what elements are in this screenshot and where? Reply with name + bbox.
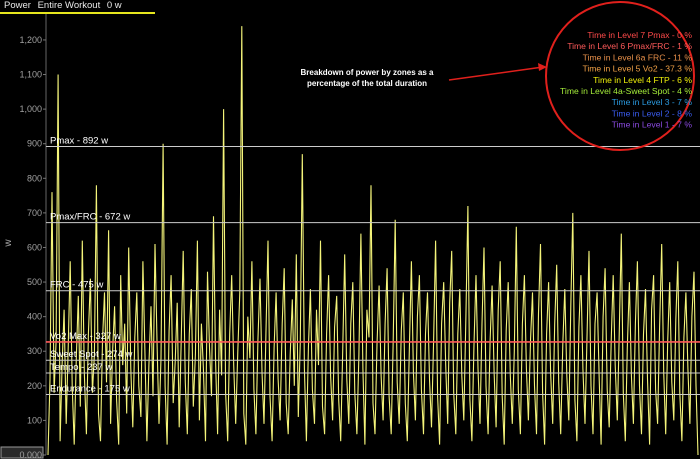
scope-label: Entire Workout — [37, 0, 101, 11]
callout-caption-line2: percentage of the total duration — [307, 79, 427, 88]
y-tick-label: 100 — [27, 415, 42, 425]
y-axis-label: w — [3, 239, 14, 248]
y-tick-label: 800 — [27, 173, 42, 183]
zone-label: Pmax/FRC - 672 w — [50, 212, 130, 223]
zone-label: Tempo - 237 w — [50, 362, 112, 373]
callout-arrow — [448, 66, 544, 81]
zone-percent-item: Time in Level 7 Pmax - 0 % — [587, 30, 692, 40]
callout-arrowhead — [538, 63, 547, 71]
y-tick-label: 200 — [27, 381, 42, 391]
y-tick-label: 600 — [27, 242, 42, 252]
zone-percent-item: Time in Level 5 Vo2 - 37.3 % — [582, 64, 692, 74]
y-tick-label: 400 — [27, 312, 42, 322]
power-series — [47, 26, 699, 456]
metric-label: Power — [4, 0, 31, 11]
zone-breakdown-callout: Breakdown of power by zones as a percenta… — [301, 1, 695, 151]
y-tick-label: 900 — [27, 139, 42, 149]
zone-label: Sweet Spot - 274 w — [50, 349, 133, 360]
header-underline — [0, 12, 155, 14]
power-line — [47, 26, 699, 456]
y-tick-label: 1,100 — [19, 70, 42, 80]
y-tick-label: 0.000 — [19, 450, 42, 459]
value-label: 0 w — [106, 0, 122, 11]
y-axis: 0.000 100 200 300 400 500 600 700 800 900 1,000 1,1… — [0, 14, 47, 459]
zone-label: Vo2 Max - 327 w — [50, 331, 121, 342]
zone-percent-item: Time in Level 2 - 8 % — [612, 108, 693, 118]
callout-ellipse — [545, 1, 695, 151]
zone-label: Pmax - 892 w — [50, 135, 108, 146]
y-tick-label: 1,000 — [19, 104, 42, 114]
y-tick-label: 700 — [27, 208, 42, 218]
chart-header: Power Entire Workout 0 w — [0, 0, 700, 14]
zone-label: FRC - 475 w — [50, 280, 103, 291]
callout-caption-line1: Breakdown of power by zones as a — [301, 68, 434, 77]
zone-percent-item: Time in Level 6a FRC - 11 % — [583, 52, 693, 62]
y-tick-label: 300 — [27, 346, 42, 356]
zone-percent-item: Time in Level 3 - 7 % — [612, 97, 693, 107]
zone-label: Endurance - 175 w — [50, 383, 130, 394]
zone-percent-item: Time in Level 4 FTP - 6 % — [593, 75, 692, 85]
zone-percent-item: Time in Level 1 - 7 % — [612, 120, 693, 130]
zero-label-box — [0, 446, 44, 459]
y-tick-label: 1,200 — [19, 35, 42, 45]
y-tick-label: 500 — [27, 277, 42, 287]
zone-percent-item: Time in Level 4a-Sweet Spot - 4 % — [560, 86, 692, 96]
zone-percent-item: Time in Level 6 Pmax/FRC - 1 % — [567, 41, 692, 51]
zone-lines: Pmax - 892 w Pmax/FRC - 672 w FRC - 475 w V… — [46, 135, 700, 395]
